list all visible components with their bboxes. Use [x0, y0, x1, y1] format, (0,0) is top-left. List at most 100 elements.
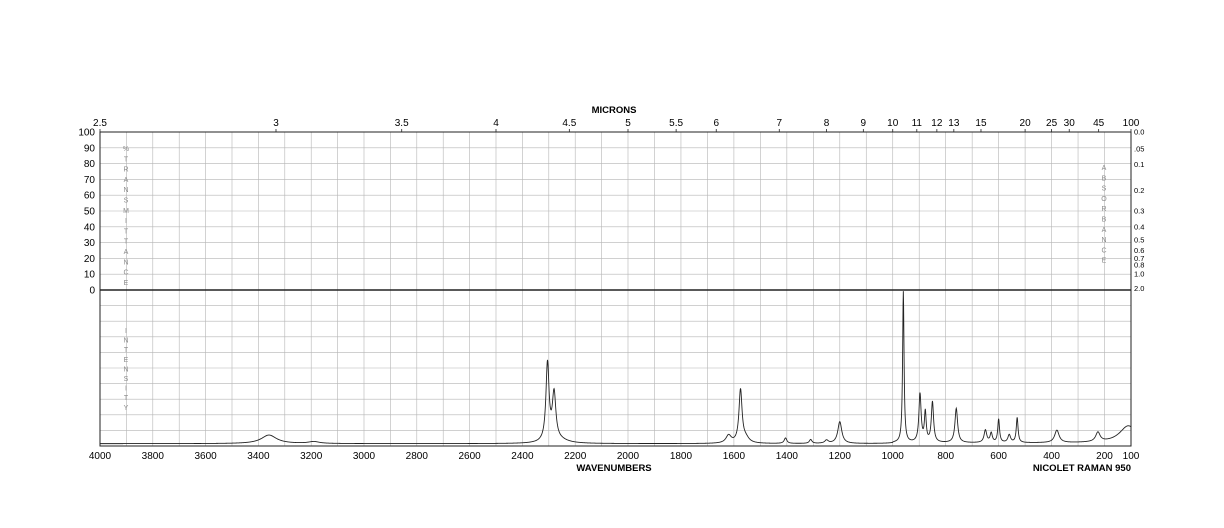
absorbance-tick-label: 1.0	[1134, 270, 1144, 279]
x-tick-label: 400	[1043, 451, 1060, 462]
micron-tick-label: 5.5	[669, 118, 683, 129]
micron-tick-label: 3.5	[395, 118, 409, 129]
micron-tick-label: 3	[273, 118, 279, 129]
vertical-letter: A	[124, 249, 129, 256]
vertical-letter: T	[124, 228, 129, 235]
micron-tick-label: 5	[625, 118, 631, 129]
vertical-letter: O	[1101, 196, 1107, 203]
micron-tick-label: 45	[1093, 118, 1105, 129]
y-tick-label: 60	[84, 191, 96, 202]
micron-tick-label: 4.5	[562, 118, 576, 129]
vertical-letter: B	[1102, 217, 1107, 224]
x-tick-label: 100	[1123, 451, 1140, 462]
vertical-letter: T	[124, 395, 129, 402]
x-tick-label: 2600	[458, 451, 481, 462]
x-tick-label: 600	[990, 451, 1007, 462]
absorbance-tick-label: 0.5	[1134, 236, 1144, 245]
absorbance-tick-label: 0.0	[1134, 128, 1144, 137]
x-axis-title: WAVENUMBERS	[576, 463, 651, 474]
micron-tick-label: 15	[975, 118, 987, 129]
axis-labels: 4000 3800 3600 3400 3200 3000 2800 2600 2400 2200…	[78, 118, 1144, 462]
vertical-letter: T	[124, 239, 129, 246]
x-tick-label: 3800	[142, 451, 165, 462]
vertical-letter: R	[1101, 206, 1106, 213]
absorbance-tick-label: 0.6	[1134, 246, 1144, 255]
spectrum-series	[100, 291, 1132, 445]
vertical-letter: S	[124, 376, 129, 383]
vertical-letter: R	[123, 167, 128, 174]
absorbance-tick-label: 2.0	[1134, 284, 1144, 293]
micron-tick-label: 30	[1064, 118, 1076, 129]
micron-tick-label: 12	[931, 118, 943, 129]
micron-tick-label: 4	[493, 118, 499, 129]
plot-border	[99, 131, 1132, 447]
x-tick-label: 800	[937, 451, 954, 462]
absorbance-tick-label: 0.2	[1134, 186, 1144, 195]
vertical-letter: C	[1101, 247, 1106, 254]
vertical-letter: A	[1102, 227, 1107, 234]
x-tick-label: 3600	[194, 451, 217, 462]
vertical-letter: E	[124, 357, 129, 364]
vertical-letter: I	[125, 328, 127, 335]
absorbance-tick-label: 0.7	[1134, 254, 1144, 263]
absorbance-tick-label: 0.8	[1134, 260, 1144, 269]
y-tick-label: 0	[89, 286, 95, 297]
vertical-letter: N	[123, 259, 128, 266]
y-tick-label: 50	[84, 207, 96, 218]
x-tick-label: 1800	[670, 451, 693, 462]
vertical-letter: N	[123, 366, 128, 373]
grid	[100, 132, 1131, 446]
x-tick-label: 1400	[776, 451, 799, 462]
vertical-letter: B	[1102, 175, 1107, 182]
y-tick-label: 90	[84, 143, 96, 154]
micron-tick-label: 20	[1020, 118, 1032, 129]
vertical-letter: E	[1102, 258, 1107, 265]
x-tick-label: 1200	[829, 451, 852, 462]
vertical-letter: C	[123, 270, 128, 277]
x-tick-label: 3000	[353, 451, 376, 462]
vertical-letter: T	[124, 347, 129, 354]
x-tick-label: 2200	[564, 451, 587, 462]
x-tick-label: 2000	[617, 451, 640, 462]
x-tick-label: 4000	[89, 451, 112, 462]
absorbance-tick-label: 0.3	[1134, 206, 1144, 215]
instrument-label: NICOLET RAMAN 950	[1033, 463, 1131, 474]
y-tick-label: 10	[84, 270, 96, 281]
vertical-letter: N	[123, 338, 128, 345]
y-tick-label: 100	[78, 128, 95, 139]
vertical-letter: N	[1101, 237, 1106, 244]
vertical-letter: E	[124, 280, 129, 287]
micron-tick-label: 9	[861, 118, 867, 129]
x-tick-label: 3400	[247, 451, 270, 462]
absorbance-tick-label: 0.1	[1134, 160, 1144, 169]
x-tick-label: 3200	[300, 451, 323, 462]
top-axis-title: MICRONS	[592, 105, 637, 116]
micron-tick-label: 10	[887, 118, 899, 129]
vertical-letter: Y	[124, 405, 129, 412]
micron-tick-label: 7	[776, 118, 782, 129]
vertical-letter: T	[124, 156, 129, 163]
absorbance-tick-label: 0.4	[1134, 223, 1144, 232]
y-tick-label: 80	[84, 159, 96, 170]
vertical-letter: M	[123, 208, 129, 215]
micron-tick-label: 8	[824, 118, 830, 129]
vertical-letter: S	[124, 198, 129, 205]
y-tick-label: 20	[84, 254, 96, 265]
micron-tick-label: 25	[1046, 118, 1058, 129]
micron-tick-label: 6	[713, 118, 719, 129]
plot-frame	[99, 131, 1132, 447]
y-tick-label: 40	[84, 222, 96, 233]
vertical-letter: A	[124, 177, 129, 184]
vertical-letter: I	[125, 386, 127, 393]
vertical-letter: A	[1102, 165, 1107, 172]
micron-tick-label: 13	[948, 118, 960, 129]
x-tick-label: 2800	[406, 451, 429, 462]
micron-tick-label: 100	[1123, 118, 1140, 129]
x-tick-label: 200	[1096, 451, 1113, 462]
absorbance-tick-label: .05	[1134, 145, 1144, 154]
